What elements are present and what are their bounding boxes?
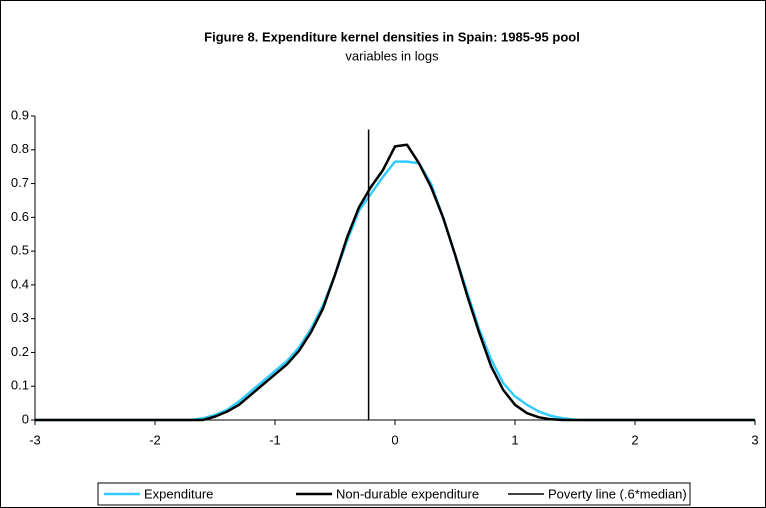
y-tick-label: 0.3 — [11, 310, 29, 325]
y-tick-label: 0.8 — [11, 141, 29, 156]
x-tick-label: 0 — [391, 432, 398, 447]
y-tick-label: 0 — [22, 411, 29, 426]
y-tick-label: 0.1 — [11, 378, 29, 393]
x-tick-label: 3 — [751, 432, 758, 447]
y-tick-label: 0.4 — [11, 276, 29, 291]
y-tick-label: 0.9 — [11, 107, 29, 122]
legend-label: Expenditure — [144, 486, 213, 501]
x-tick-label: 1 — [511, 432, 518, 447]
chart-title: Figure 8. Expenditure kernel densities i… — [204, 29, 580, 44]
series-line — [35, 143, 755, 422]
legend-label: Poverty line (.6*median) — [548, 486, 687, 501]
x-tick-label: -1 — [269, 432, 281, 447]
series-line — [35, 160, 755, 422]
chart-subtitle: variables in logs — [345, 48, 439, 63]
y-tick-label: 0.2 — [11, 344, 29, 359]
y-tick-label: 0.5 — [11, 243, 29, 258]
x-tick-label: -2 — [149, 432, 161, 447]
y-tick-label: 0.7 — [11, 175, 29, 190]
y-tick-label: 0.6 — [11, 209, 29, 224]
legend-box — [97, 482, 691, 506]
x-tick-label: -3 — [29, 432, 41, 447]
x-tick-label: 2 — [631, 432, 638, 447]
legend-label: Non-durable expenditure — [336, 486, 479, 501]
